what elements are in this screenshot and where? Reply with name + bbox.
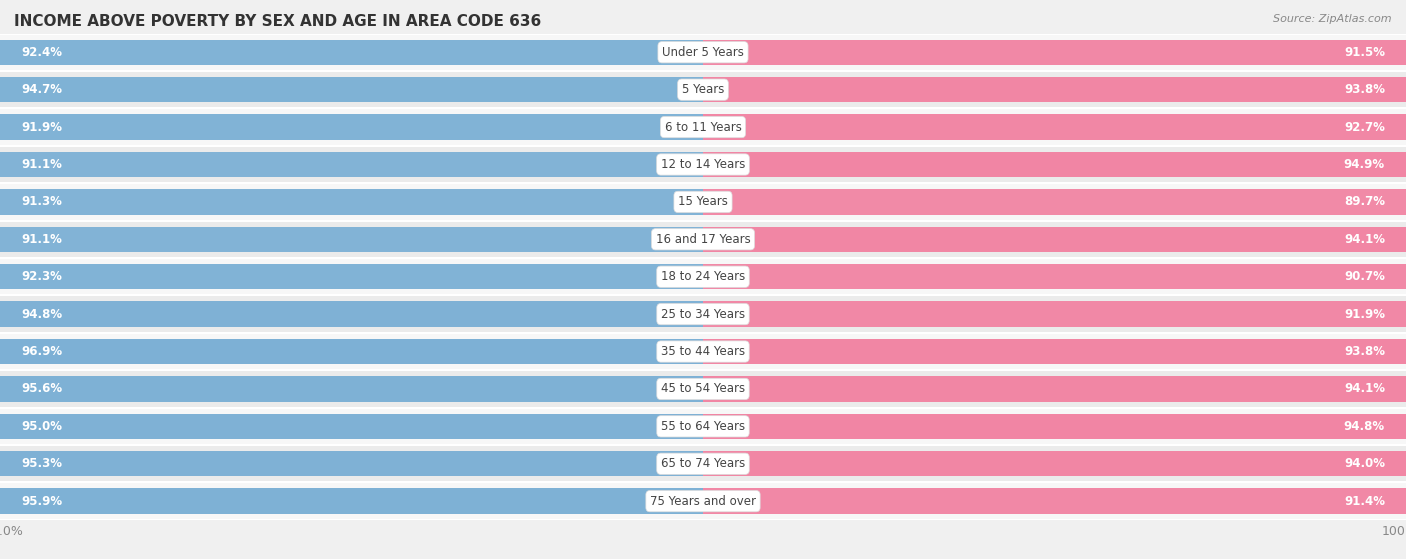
Bar: [703, 189, 1406, 215]
Text: 12 to 14 Years: 12 to 14 Years: [661, 158, 745, 171]
Text: 92.4%: 92.4%: [21, 46, 62, 59]
Bar: [0, 376, 703, 402]
Text: 92.3%: 92.3%: [21, 270, 62, 283]
Legend: Male, Female: Male, Female: [626, 557, 780, 559]
Bar: [0, 108, 1406, 146]
Bar: [0, 264, 703, 290]
Bar: [703, 40, 1406, 65]
Bar: [0, 146, 1406, 183]
Bar: [0, 258, 1406, 295]
Text: 75 Years and over: 75 Years and over: [650, 495, 756, 508]
Bar: [0, 445, 1406, 482]
Text: Source: ZipAtlas.com: Source: ZipAtlas.com: [1274, 14, 1392, 24]
Bar: [703, 77, 1406, 102]
Text: 95.0%: 95.0%: [21, 420, 62, 433]
Bar: [0, 151, 703, 177]
Text: 18 to 24 Years: 18 to 24 Years: [661, 270, 745, 283]
Text: 93.8%: 93.8%: [1344, 345, 1385, 358]
Text: 6 to 11 Years: 6 to 11 Years: [665, 121, 741, 134]
Bar: [0, 370, 1406, 408]
Text: 35 to 44 Years: 35 to 44 Years: [661, 345, 745, 358]
Bar: [0, 77, 703, 102]
Bar: [703, 226, 1406, 252]
Text: 15 Years: 15 Years: [678, 196, 728, 209]
Text: 94.1%: 94.1%: [1344, 382, 1385, 395]
Bar: [703, 264, 1406, 290]
Text: 90.7%: 90.7%: [1344, 270, 1385, 283]
Text: 25 to 34 Years: 25 to 34 Years: [661, 307, 745, 321]
Text: 89.7%: 89.7%: [1344, 196, 1385, 209]
Bar: [0, 482, 1406, 520]
Bar: [0, 221, 1406, 258]
Bar: [703, 151, 1406, 177]
Bar: [0, 339, 703, 364]
Text: INCOME ABOVE POVERTY BY SEX AND AGE IN AREA CODE 636: INCOME ABOVE POVERTY BY SEX AND AGE IN A…: [14, 14, 541, 29]
Bar: [0, 189, 703, 215]
Text: 94.9%: 94.9%: [1344, 158, 1385, 171]
Bar: [0, 115, 703, 140]
Text: 95.3%: 95.3%: [21, 457, 62, 470]
Text: 91.4%: 91.4%: [1344, 495, 1385, 508]
Text: 91.5%: 91.5%: [1344, 46, 1385, 59]
Bar: [703, 301, 1406, 327]
Text: 91.1%: 91.1%: [21, 233, 62, 246]
Bar: [0, 489, 703, 514]
Text: 91.3%: 91.3%: [21, 196, 62, 209]
Bar: [0, 34, 1406, 71]
Text: 96.9%: 96.9%: [21, 345, 62, 358]
Bar: [0, 295, 1406, 333]
Text: 55 to 64 Years: 55 to 64 Years: [661, 420, 745, 433]
Text: 95.9%: 95.9%: [21, 495, 62, 508]
Text: 94.8%: 94.8%: [21, 307, 62, 321]
Text: 95.6%: 95.6%: [21, 382, 62, 395]
Bar: [0, 414, 703, 439]
Text: 91.1%: 91.1%: [21, 158, 62, 171]
Bar: [703, 115, 1406, 140]
Bar: [0, 301, 703, 327]
Bar: [703, 339, 1406, 364]
Bar: [0, 40, 703, 65]
Text: 91.9%: 91.9%: [1344, 307, 1385, 321]
Bar: [703, 451, 1406, 476]
Text: 16 and 17 Years: 16 and 17 Years: [655, 233, 751, 246]
Bar: [0, 451, 703, 476]
Bar: [0, 183, 1406, 221]
Text: Under 5 Years: Under 5 Years: [662, 46, 744, 59]
Text: 94.7%: 94.7%: [21, 83, 62, 96]
Text: 5 Years: 5 Years: [682, 83, 724, 96]
Bar: [703, 489, 1406, 514]
Text: 92.7%: 92.7%: [1344, 121, 1385, 134]
Text: 94.0%: 94.0%: [1344, 457, 1385, 470]
Text: 93.8%: 93.8%: [1344, 83, 1385, 96]
Text: 91.9%: 91.9%: [21, 121, 62, 134]
Bar: [0, 71, 1406, 108]
Bar: [0, 333, 1406, 370]
Text: 65 to 74 Years: 65 to 74 Years: [661, 457, 745, 470]
Bar: [703, 414, 1406, 439]
Bar: [0, 226, 703, 252]
Text: 94.8%: 94.8%: [1344, 420, 1385, 433]
Bar: [703, 376, 1406, 402]
Text: 45 to 54 Years: 45 to 54 Years: [661, 382, 745, 395]
Bar: [0, 408, 1406, 445]
Text: 94.1%: 94.1%: [1344, 233, 1385, 246]
